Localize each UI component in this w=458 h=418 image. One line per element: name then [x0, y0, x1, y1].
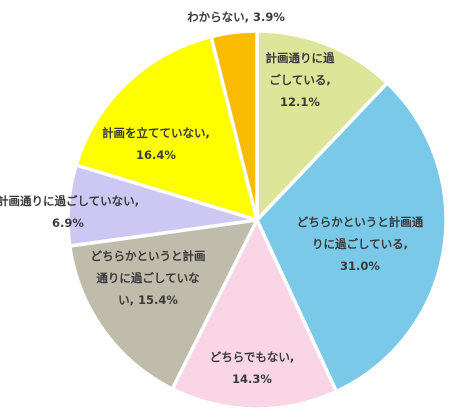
pie-label-7: わからない, 3.9% — [187, 10, 285, 24]
pie-slices — [66, 29, 448, 411]
pie-slice-6 — [74, 34, 259, 222]
pie-label-4-line-3: い, 15.4% — [118, 293, 178, 307]
pie-label-2-line-1: どちらかというと計画通 — [297, 215, 424, 229]
pie-label-3-line-1: どちらでもない, — [210, 350, 295, 364]
pie-label-4-line-1: どちらかというと計画 — [91, 249, 206, 263]
pie-label-4-line-2: 通りに過ごしていな — [96, 271, 200, 285]
pie-label-2: どちらかというと計画通りに過ごしている, 31.0% — [297, 215, 424, 273]
pie-label-6-line-1: 計画を立てていない, — [102, 126, 210, 140]
pie-slice-1 — [255, 29, 389, 222]
pie-label-3: どちらでもない, 14.3% — [210, 350, 295, 386]
pie-label-2-line-2: りに過ごしている, — [312, 237, 408, 251]
pie-label-4: どちらかというと計画通りに過ごしていない, 15.4% — [91, 249, 206, 307]
pie-slice-2 — [255, 81, 448, 394]
pie-label-6: 計画を立てていない, 16.4% — [102, 126, 210, 162]
pie-label-6-line-2: 16.4% — [136, 148, 176, 162]
pie-label-5-line-2: 6.9% — [52, 216, 84, 230]
pie-label-1-line-2: ごしている, — [269, 73, 331, 87]
pie-labels: 計画通りに過ごしている, 12.1% どちらかというと計画通りに過ごしている, 31.… — [0, 10, 424, 386]
pie-label-7-line-1: わからない, 3.9% — [187, 10, 285, 24]
pie-label-5: 計画通りに過ごしていない, 6.9% — [0, 194, 139, 230]
pie-label-1: 計画通りに過ごしている, 12.1% — [266, 51, 335, 109]
pie-label-5-line-1: 計画通りに過ごしていない, — [0, 194, 139, 208]
pie-label-3-line-2: 14.3% — [232, 372, 272, 386]
pie-slice-4 — [68, 218, 259, 391]
pie-slice-7 — [209, 29, 259, 222]
pie-label-1-line-3: 12.1% — [280, 95, 320, 109]
pie-label-2-line-3: 31.0% — [340, 259, 380, 273]
pie-slice-3 — [170, 218, 339, 411]
pie-label-1-line-1: 計画通りに過 — [266, 51, 335, 65]
